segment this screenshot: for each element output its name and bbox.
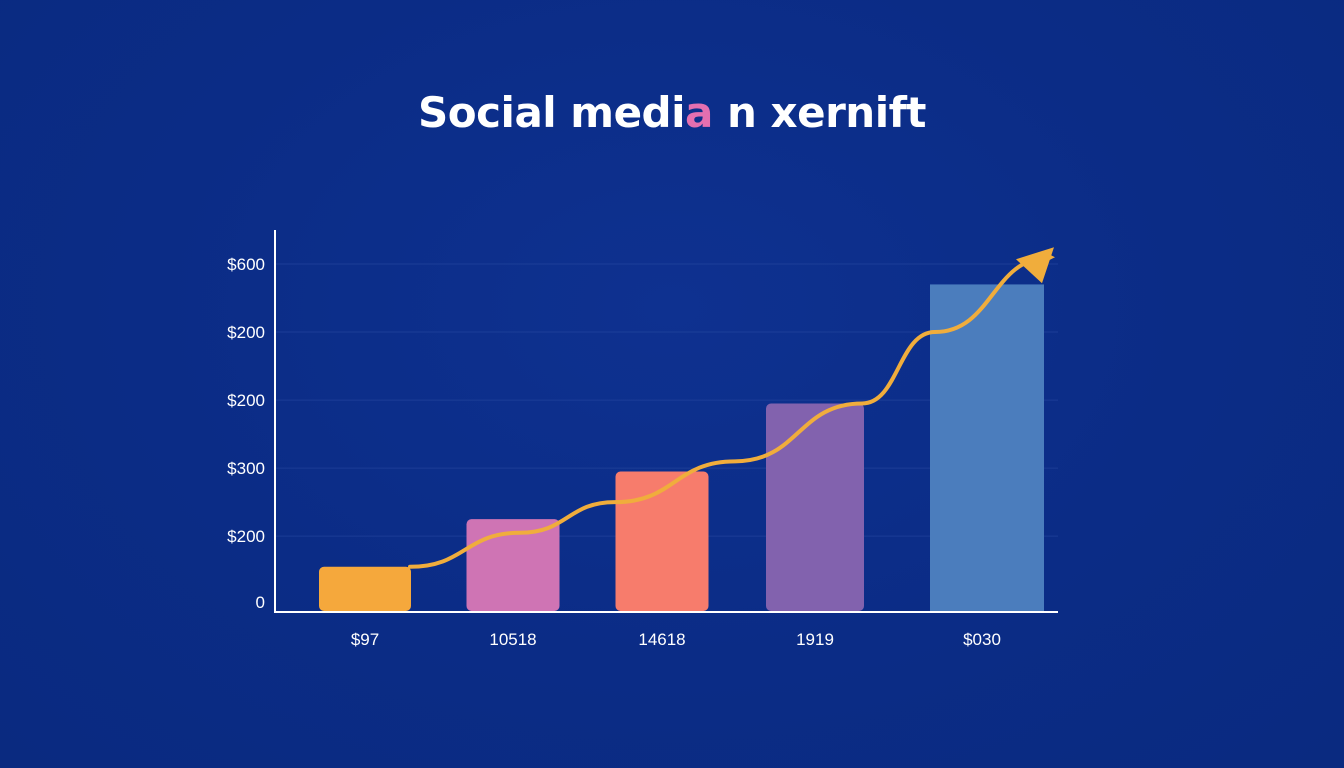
y-tick-label-3: $200 [227,391,265,410]
axes [274,230,1058,613]
x-tick-labels: $97 10518 14618 1919 $030 [351,630,1001,649]
x-tick-label-3: 14618 [638,630,685,649]
y-tick-labels: 0 $200 $300 $200 $200 $600 [227,255,265,612]
x-tick-label-1: $97 [351,630,379,649]
y-tick-label-4: $200 [227,323,265,342]
bar-4 [766,403,864,611]
y-tick-label-2: $300 [227,459,265,478]
y-tick-label-0: 0 [256,593,265,612]
trend-line-layer [408,247,1055,569]
bars [319,284,1044,611]
x-tick-label-2: 10518 [489,630,536,649]
bar-1 [319,566,411,611]
trend-arrow-line [408,252,1055,569]
y-tick-label-1: $200 [227,527,265,546]
chart-title: Social media n xernift [0,88,1344,137]
y-tick-label-5: $600 [227,255,265,274]
x-tick-label-5: $030 [963,630,1001,649]
bar-5 [930,284,1044,611]
chart-title-part-2: n xernift [712,88,926,137]
chart-title-part-1: Social medi [418,88,686,137]
x-tick-label-4: 1919 [796,630,834,649]
chart-title-highlight: a [685,88,713,137]
bar-2 [466,519,560,611]
trend-arrowhead-icon [1016,247,1054,284]
bar-3 [615,471,709,611]
